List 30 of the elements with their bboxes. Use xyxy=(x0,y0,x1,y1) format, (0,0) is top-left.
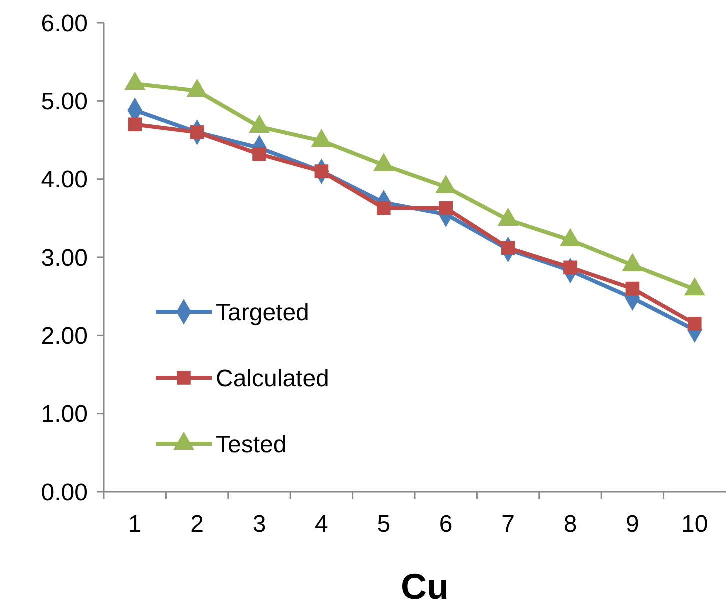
point xyxy=(626,282,640,296)
point xyxy=(439,201,453,216)
y-tick-label: 4.00 xyxy=(41,166,88,194)
y-tick-label: 1.00 xyxy=(41,401,88,428)
point xyxy=(377,201,391,216)
y-tick-label: 2.00 xyxy=(41,323,88,350)
x-tick-label: 3 xyxy=(252,511,266,538)
x-axis-title: Cu xyxy=(401,566,449,607)
x-tick-label: 2 xyxy=(190,511,204,538)
x-tick-label: 10 xyxy=(682,511,708,538)
x-tick-label: 1 xyxy=(128,511,142,538)
point xyxy=(190,126,204,140)
point xyxy=(688,317,702,331)
legend-label: Calculated xyxy=(216,365,330,392)
legend-label: Targeted xyxy=(216,299,310,326)
x-tick-label: 4 xyxy=(315,511,328,538)
x-tick-label: 6 xyxy=(439,511,453,538)
point xyxy=(128,118,142,132)
x-tick-label: 9 xyxy=(626,511,640,538)
y-tick-label: 6.00 xyxy=(41,10,88,38)
point xyxy=(252,147,266,162)
point xyxy=(501,241,516,256)
legend-label: Tested xyxy=(216,431,287,458)
y-tick-label: 0.00 xyxy=(41,479,88,506)
x-tick-label: 7 xyxy=(502,511,515,538)
y-tick-label: 3.00 xyxy=(41,244,88,272)
x-tick-label: 8 xyxy=(564,511,578,538)
x-tick-label: 5 xyxy=(377,511,391,538)
point xyxy=(564,260,578,275)
y-tick-label: 5.00 xyxy=(41,88,88,116)
